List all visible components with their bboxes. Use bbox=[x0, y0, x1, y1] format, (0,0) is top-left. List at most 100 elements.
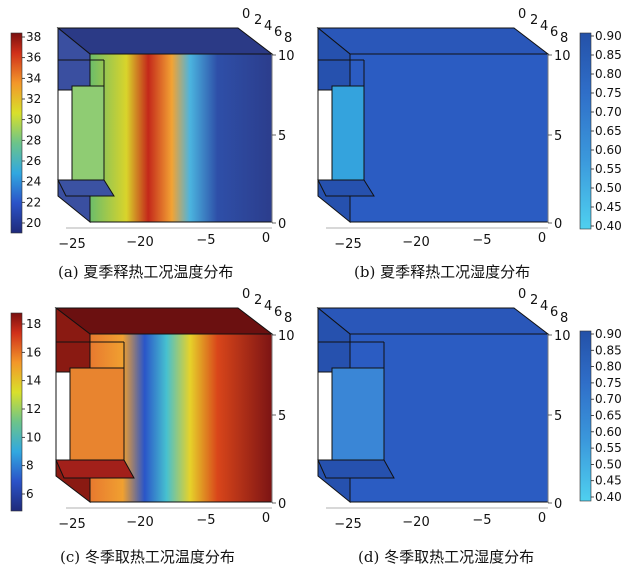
z-tick-label: 10 bbox=[278, 49, 295, 64]
colorbar-tick-label: 8 bbox=[26, 459, 34, 473]
y-tick-label: 6 bbox=[274, 25, 282, 40]
block-b-notch-lip bbox=[317, 179, 375, 197]
y-tick-label: 6 bbox=[550, 305, 558, 320]
colorbar-tick-label: 0.65 bbox=[595, 124, 622, 138]
colorbar-tick-label: 32 bbox=[26, 92, 41, 106]
x-tick-label: −25 bbox=[58, 517, 85, 532]
block-b-front bbox=[349, 53, 549, 223]
colorbar-tick-label: 16 bbox=[26, 345, 41, 359]
z-tick-label: 0 bbox=[278, 497, 286, 512]
y-tick-label: 6 bbox=[274, 305, 282, 320]
x-tick-label: 0 bbox=[262, 231, 270, 246]
colorbar-b-ticks: 0.90 0.85 0.80 0.75 0.70 0.65 0.60 0.55 0.50 0.45… bbox=[591, 29, 622, 233]
y-tick-label: 0 bbox=[518, 287, 526, 302]
x-tick-label: −5 bbox=[472, 233, 491, 248]
colorbar-tick-label: 0.40 bbox=[595, 490, 622, 504]
colorbar-tick-label: 0.40 bbox=[595, 219, 622, 233]
caption-b: (b) 夏季释热工况湿度分布 bbox=[354, 263, 530, 281]
colorbar-tick-label: 0.70 bbox=[595, 105, 622, 119]
x-tick-label: 0 bbox=[538, 231, 546, 246]
colorbar-d bbox=[579, 330, 592, 502]
colorbar-tick-label: 22 bbox=[26, 195, 41, 209]
caption-a: (a) 夏季释热工况温度分布 bbox=[58, 263, 233, 281]
x-tick-label: 0 bbox=[538, 511, 546, 526]
y-tick-label: 4 bbox=[540, 19, 548, 34]
colorbar-d-ticks: 0.90 0.85 0.80 0.75 0.70 0.65 0.60 0.55 0.50 0.45… bbox=[591, 327, 622, 504]
x-tick-label: −5 bbox=[196, 513, 215, 528]
colorbar-tick-label: 30 bbox=[26, 113, 41, 127]
colorbar-tick-label: 0.70 bbox=[595, 392, 622, 406]
block-d-notch-inner bbox=[331, 367, 385, 463]
x-tick-label: 0 bbox=[262, 511, 270, 526]
z-tick-label: 0 bbox=[554, 497, 562, 512]
z-tick-label: 5 bbox=[554, 129, 562, 144]
colorbar-tick-label: 0.45 bbox=[595, 474, 622, 488]
colorbar-tick-label: 0.75 bbox=[595, 86, 622, 100]
block-c-top bbox=[54, 307, 274, 335]
y-tick-label: 8 bbox=[560, 311, 568, 326]
colorbar-tick-label: 0.50 bbox=[595, 457, 622, 471]
colorbar-tick-label: 38 bbox=[26, 30, 41, 44]
y-tick-label: 4 bbox=[264, 299, 272, 314]
z-tick-label: 5 bbox=[278, 129, 286, 144]
z-tick-label: 5 bbox=[554, 409, 562, 424]
colorbar-a-ticks: 38 36 34 32 30 28 26 24 22 20 bbox=[22, 30, 41, 230]
y-tick-label: 2 bbox=[530, 13, 538, 28]
x-tick-label: −20 bbox=[402, 235, 429, 250]
colorbar-tick-label: 6 bbox=[26, 487, 34, 501]
colorbar-tick-label: 0.45 bbox=[595, 200, 622, 214]
y-tick-label: 2 bbox=[530, 293, 538, 308]
colorbar-tick-label: 0.55 bbox=[595, 162, 622, 176]
colorbar-tick-label: 18 bbox=[26, 317, 41, 331]
x-tick-label: −5 bbox=[472, 513, 491, 528]
y-tick-label: 0 bbox=[242, 7, 250, 22]
caption-c: (c) 冬季取热工况温度分布 bbox=[60, 548, 235, 566]
z-tick-label: 10 bbox=[278, 329, 295, 344]
x-tick-label: −25 bbox=[58, 237, 85, 252]
z-tick-label: 5 bbox=[278, 409, 286, 424]
y-tick-label: 4 bbox=[264, 19, 272, 34]
y-tick-label: 6 bbox=[550, 25, 558, 40]
z-tick-label: 10 bbox=[554, 329, 571, 344]
colorbar-tick-label: 0.85 bbox=[595, 343, 622, 357]
colorbar-tick-label: 10 bbox=[26, 430, 41, 444]
y-tick-label: 8 bbox=[284, 31, 292, 46]
z-tick-label: 10 bbox=[554, 49, 571, 64]
colorbar-c bbox=[10, 312, 23, 512]
x-tick-label: −25 bbox=[334, 237, 361, 252]
y-tick-label: 2 bbox=[254, 293, 262, 308]
z-tick-label: 0 bbox=[278, 217, 286, 232]
colorbar-tick-label: 0.50 bbox=[595, 181, 622, 195]
block-d-top bbox=[316, 307, 550, 335]
colorbar-b bbox=[579, 32, 592, 230]
block-d-notch-lip bbox=[317, 459, 395, 479]
colorbar-tick-label: 14 bbox=[26, 374, 41, 388]
x-tick-label: −20 bbox=[126, 235, 153, 250]
colorbar-tick-label: 34 bbox=[26, 71, 41, 85]
colorbar-tick-label: 12 bbox=[26, 402, 41, 416]
colorbar-tick-label: 28 bbox=[26, 133, 41, 147]
y-tick-label: 8 bbox=[560, 31, 568, 46]
colorbar-tick-label: 0.60 bbox=[595, 143, 622, 157]
colorbar-c-ticks: 18 16 14 12 10 8 6 bbox=[22, 317, 41, 501]
colorbar-tick-label: 0.60 bbox=[595, 425, 622, 439]
x-tick-label: −5 bbox=[196, 233, 215, 248]
colorbar-tick-label: 0.90 bbox=[595, 327, 622, 341]
x-tick-label: −20 bbox=[402, 515, 429, 530]
block-a-front bbox=[89, 53, 273, 223]
colorbar-tick-label: 26 bbox=[26, 154, 41, 168]
block-c-notch-lip bbox=[55, 459, 135, 479]
colorbar-tick-label: 0.75 bbox=[595, 376, 622, 390]
colorbar-tick-label: 0.80 bbox=[595, 360, 622, 374]
colorbar-tick-label: 0.80 bbox=[595, 67, 622, 81]
colorbar-tick-label: 0.55 bbox=[595, 441, 622, 455]
block-c-notch-inner bbox=[69, 367, 125, 463]
y-tick-label: 8 bbox=[284, 311, 292, 326]
y-tick-label: 0 bbox=[518, 7, 526, 22]
x-tick-label: −20 bbox=[126, 515, 153, 530]
